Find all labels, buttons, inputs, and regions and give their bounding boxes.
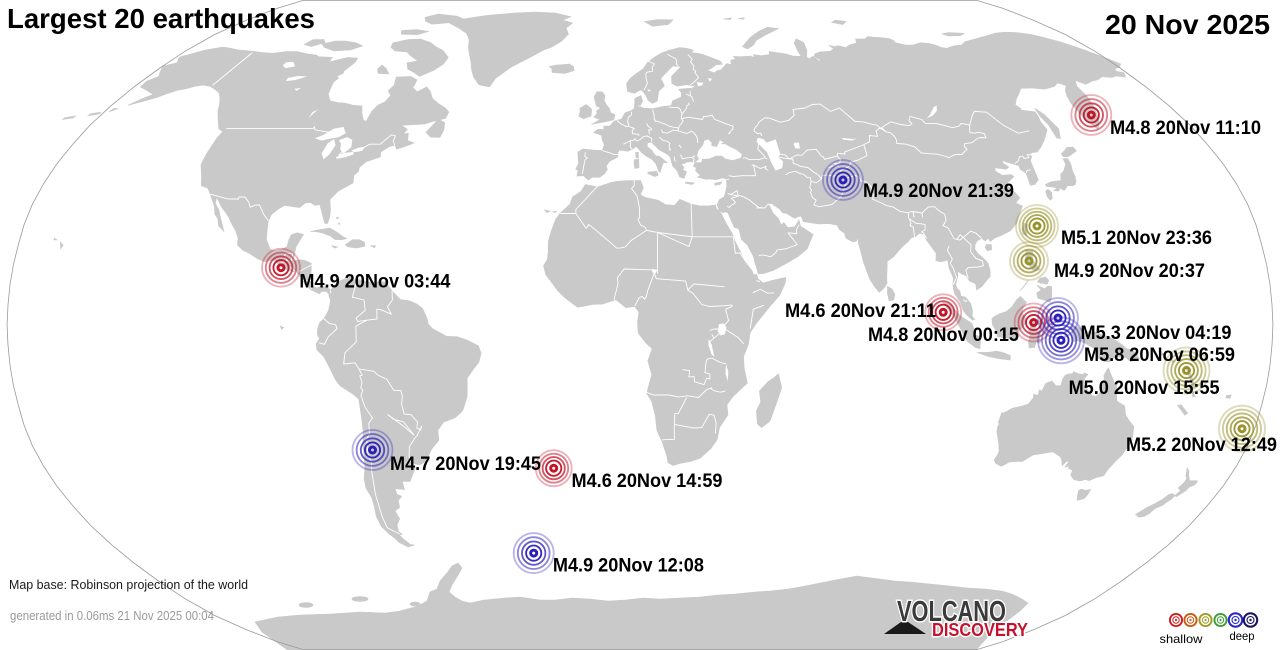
svg-text:VOLCANO: VOLCANO bbox=[897, 596, 1006, 628]
svg-text:generated in 0.06ms 21 Nov 202: generated in 0.06ms 21 Nov 2025 00:04 bbox=[10, 609, 214, 623]
svg-text:shallow: shallow bbox=[1160, 632, 1203, 646]
svg-text:M5.8 20Nov 06:59: M5.8 20Nov 06:59 bbox=[1084, 345, 1235, 366]
svg-text:Largest 20 earthquakes: Largest 20 earthquakes bbox=[7, 3, 315, 34]
svg-text:DISCOVERY: DISCOVERY bbox=[932, 619, 1029, 640]
svg-text:M5.3 20Nov 04:19: M5.3 20Nov 04:19 bbox=[1081, 323, 1232, 344]
svg-text:M4.9 20Nov 03:44: M4.9 20Nov 03:44 bbox=[299, 272, 450, 293]
svg-text:20 Nov 2025: 20 Nov 2025 bbox=[1105, 9, 1270, 40]
svg-text:M5.2 20Nov 12:49: M5.2 20Nov 12:49 bbox=[1126, 435, 1277, 456]
svg-text:M4.6 20Nov 14:59: M4.6 20Nov 14:59 bbox=[572, 471, 723, 492]
svg-text:M4.9 20Nov 12:08: M4.9 20Nov 12:08 bbox=[553, 556, 704, 577]
svg-text:Map base: Robinson projection: Map base: Robinson projection of the wor… bbox=[9, 577, 248, 592]
svg-text:M4.6 20Nov 21:11: M4.6 20Nov 21:11 bbox=[785, 301, 936, 322]
svg-text:M4.9 20Nov 20:37: M4.9 20Nov 20:37 bbox=[1054, 261, 1205, 282]
svg-text:M4.8 20Nov 00:15: M4.8 20Nov 00:15 bbox=[868, 325, 1019, 346]
svg-text:M5.1 20Nov 23:36: M5.1 20Nov 23:36 bbox=[1061, 228, 1212, 249]
svg-text:M4.7 20Nov 19:45: M4.7 20Nov 19:45 bbox=[390, 454, 541, 475]
svg-text:deep: deep bbox=[1230, 629, 1255, 643]
svg-text:M4.9 20Nov 21:39: M4.9 20Nov 21:39 bbox=[863, 181, 1014, 202]
svg-text:M4.8 20Nov 11:10: M4.8 20Nov 11:10 bbox=[1110, 118, 1261, 139]
svg-text:M5.0 20Nov 15:55: M5.0 20Nov 15:55 bbox=[1069, 378, 1220, 399]
